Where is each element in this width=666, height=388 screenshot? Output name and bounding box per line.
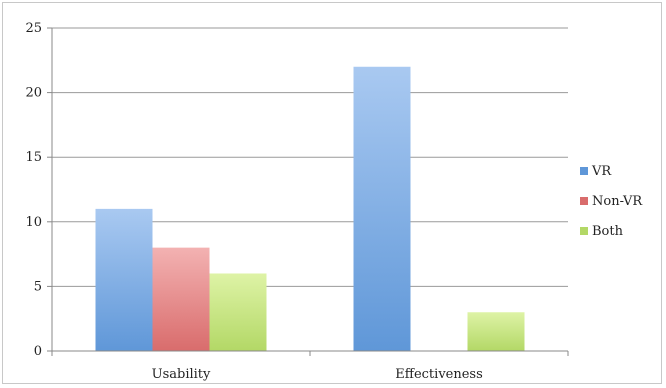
bar-both-effectiveness xyxy=(467,312,525,351)
y-tick-label: 5 xyxy=(34,279,42,294)
legend-label: Non-VR xyxy=(592,194,643,209)
legend-label: Both xyxy=(592,224,624,239)
y-axis: 0 5 10 15 20 25 xyxy=(25,21,53,359)
legend-swatch xyxy=(580,167,588,175)
bars xyxy=(95,66,525,351)
x-axis: Usability Effectiveness xyxy=(47,350,569,382)
legend-swatch xyxy=(580,197,588,205)
x-category-label: Usability xyxy=(152,367,211,382)
bar-both-usability xyxy=(209,273,267,351)
legend-swatch xyxy=(580,227,588,235)
x-category-label: Effectiveness xyxy=(395,367,483,382)
y-tick-label: 25 xyxy=(25,21,42,36)
y-tick-label: 0 xyxy=(34,344,42,359)
bar-vr-effectiveness xyxy=(353,66,411,351)
legend-label: VR xyxy=(591,164,612,179)
bar-vr-usability xyxy=(95,208,153,351)
bar-non-vr-usability xyxy=(152,247,210,351)
y-tick-label: 15 xyxy=(25,150,42,165)
legend: VR Non-VR Both xyxy=(580,164,643,239)
y-tick-label: 20 xyxy=(25,86,42,101)
y-tick-label: 10 xyxy=(25,215,42,230)
